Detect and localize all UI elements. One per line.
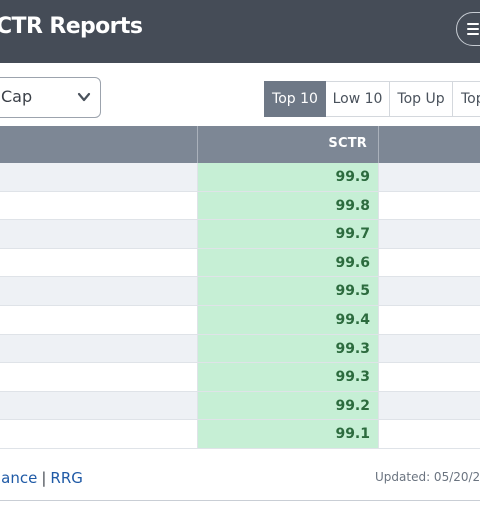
tab-low-10[interactable]: Low 10 [326,81,390,117]
menu-button[interactable] [456,12,480,46]
sctr-value: 99.3 [335,340,370,357]
rrg-link[interactable]: RRG [50,469,83,487]
tab-top-up[interactable]: Top Up [390,81,453,117]
sctr-value: 99.3 [335,369,370,386]
table-row[interactable]: 99.1 [0,420,480,449]
sctr-cell: 99.2 [197,391,379,420]
report-tabs: Top 10 Low 10 Top Up Top [264,81,480,117]
sctr-table: SCTR 99.9 99.8 99.7 99.6 99.5 99.4 99.3 99.3 99.… [0,126,480,449]
table-header: SCTR [0,126,480,163]
footer-links: lance | RRG [0,469,83,487]
sctr-value: 99.6 [335,254,370,271]
balance-link[interactable]: lance [0,469,38,487]
hamburger-icon [467,23,479,35]
table-row[interactable]: 99.9 [0,163,480,192]
sctr-value: 99.2 [335,397,370,414]
sctr-cell: 99.7 [197,220,379,248]
table-row[interactable]: 99.5 [0,277,480,306]
table-row[interactable]: 99.2 [0,391,480,421]
group-select[interactable]: Cap [0,77,101,118]
divider [0,500,480,501]
tab-top-down[interactable]: Top [453,81,480,117]
table-row[interactable]: 99.3 [0,334,480,364]
sctr-value: 99.9 [335,169,370,185]
sctr-cell: 99.4 [197,305,379,334]
table-row[interactable]: 99.8 [0,191,480,221]
sctr-value: 99.1 [335,426,370,443]
sctr-cell: 99.5 [197,277,379,305]
app-header: CTR Reports [0,0,480,63]
sctr-cell: 99.1 [197,420,379,448]
sctr-cell: 99.6 [197,248,379,277]
sctr-column-label: SCTR [328,136,367,151]
sctr-cell: 99.9 [197,163,379,191]
table-body: 99.9 99.8 99.7 99.6 99.5 99.4 99.3 99.3 99.2 99.1 [0,163,480,449]
table-row[interactable]: 99.7 [0,220,480,249]
sctr-value: 99.5 [335,283,370,300]
table-row[interactable]: 99.4 [0,305,480,335]
table-row[interactable]: 99.3 [0,363,480,392]
sctr-value: 99.4 [335,311,370,328]
sctr-value: 99.7 [335,226,370,243]
page-title: CTR Reports [0,14,143,39]
link-separator: | [41,469,47,487]
chevron-down-icon [77,92,91,102]
table-row[interactable]: 99.6 [0,248,480,278]
sctr-cell: 99.3 [197,334,379,363]
tab-top-10[interactable]: Top 10 [264,81,326,117]
group-select-value: Cap [1,87,33,106]
sctr-cell: 99.3 [197,363,379,391]
sctr-cell: 99.8 [197,191,379,220]
sctr-column-header[interactable]: SCTR [197,126,379,163]
sctr-value: 99.8 [335,197,370,214]
updated-timestamp: Updated: 05/20/25 [375,470,480,484]
